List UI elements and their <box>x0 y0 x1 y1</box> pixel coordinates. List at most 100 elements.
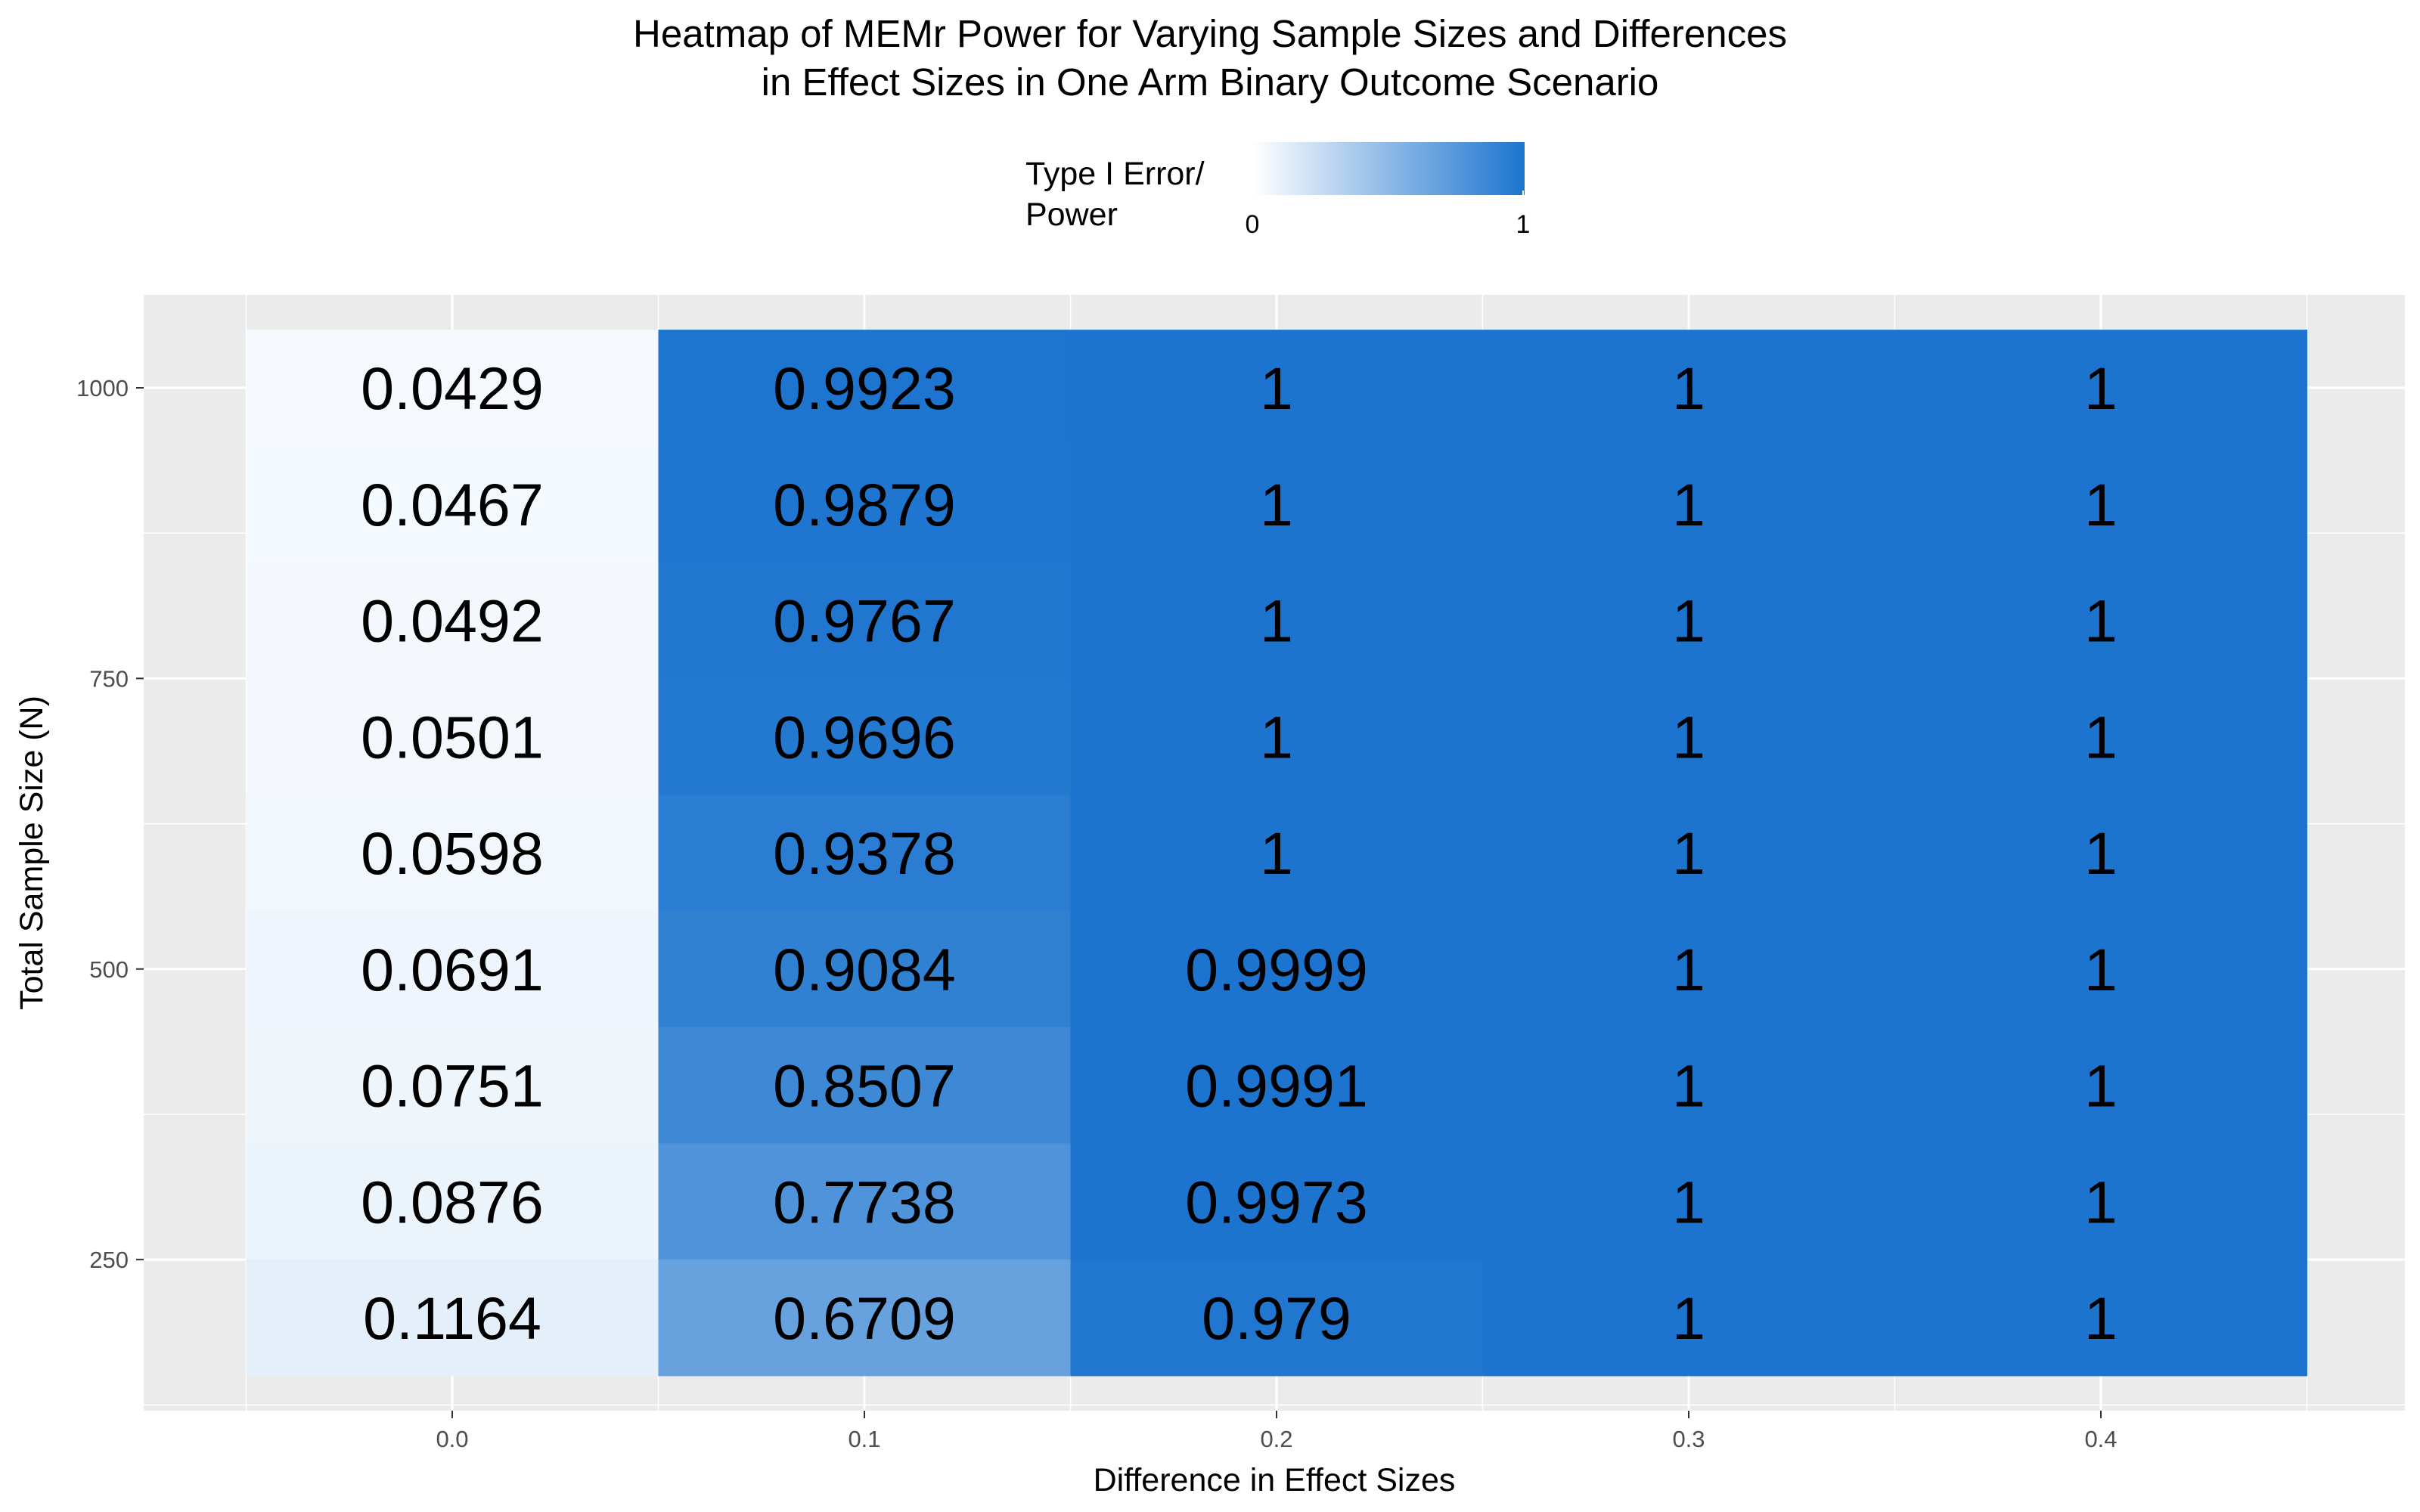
heatmap-cell <box>1070 445 1483 563</box>
x-tick-label: 0.2 <box>1260 1426 1292 1452</box>
heatmap-cell <box>1482 910 1895 1028</box>
x-tick-label: 0.1 <box>848 1426 880 1452</box>
cell-value-label: 1 <box>1260 820 1293 887</box>
cell-value-label: 1 <box>2084 820 2118 887</box>
cell-value-label: 0.0467 <box>361 471 544 538</box>
x-tick-label: 0.0 <box>436 1426 468 1452</box>
heatmap-cell <box>1482 445 1895 563</box>
cell-value-label: 1 <box>2084 1168 2118 1235</box>
heatmap-cell <box>1894 910 2307 1028</box>
heatmap-cell <box>1894 1143 2307 1260</box>
heatmap-cell <box>246 1143 659 1260</box>
cell-value-label: 1 <box>2084 471 2118 538</box>
heatmap-cell <box>1894 330 2307 447</box>
legend-min-label: 0 <box>1246 210 1260 239</box>
heatmap-cells <box>246 330 2307 1377</box>
legend-title-line-1: Type I Error/ <box>1025 156 1205 192</box>
cell-labels: 0.0429 0.0467 0.0492 0.0501 0.0598 0.0691 0.07… <box>361 355 2118 1352</box>
heatmap-cell <box>1070 795 1483 912</box>
heatmap-cell <box>1482 1027 1895 1144</box>
cell-value-label: 0.979 <box>1202 1284 1351 1352</box>
heatmap-cell <box>1894 678 2307 795</box>
heatmap-cell <box>658 562 1071 679</box>
cell-value-label: 0.0876 <box>361 1168 544 1235</box>
x-axis-title: Difference in Effect Sizes <box>1094 1462 1456 1498</box>
color-legend: Type I Error/ Power 0 1 <box>1025 142 1530 239</box>
cell-value-label: 0.0751 <box>361 1052 544 1120</box>
cell-value-label: 1 <box>1260 587 1293 655</box>
heatmap-cell <box>246 910 659 1028</box>
cell-value-label: 1 <box>1672 1052 1705 1120</box>
cell-value-label: 1 <box>2084 1052 2118 1120</box>
y-tick-label: 250 <box>89 1247 129 1273</box>
cell-value-label: 0.9767 <box>773 587 956 655</box>
heatmap-cell <box>1070 562 1483 679</box>
cell-value-label: 0.6709 <box>773 1284 956 1352</box>
cell-value-label: 1 <box>2084 703 2118 770</box>
y-tick-label: 750 <box>89 665 129 692</box>
heatmap-cell <box>1482 1259 1895 1377</box>
heatmap-cell <box>658 1259 1071 1377</box>
y-axis-title: Total Sample Size (N) <box>14 696 50 1010</box>
heatmap-cell <box>1070 1259 1483 1377</box>
cell-value-label: 1 <box>1672 1168 1705 1235</box>
cell-value-label: 0.9696 <box>773 703 956 770</box>
cell-value-label: 0.0492 <box>361 587 544 655</box>
heatmap-cell <box>658 1027 1071 1144</box>
chart-title-line-2: in Effect Sizes in One Arm Binary Outcom… <box>762 60 1659 104</box>
cell-value-label: 0.0598 <box>361 820 544 887</box>
heatmap-cell <box>1070 678 1483 795</box>
cell-value-label: 1 <box>1672 1284 1705 1352</box>
cell-value-label: 0.9991 <box>1185 1052 1368 1120</box>
cell-value-label: 1 <box>1672 471 1705 538</box>
cell-value-label: 1 <box>1672 703 1705 770</box>
legend-max-label: 1 <box>1516 210 1531 239</box>
cell-value-label: 1 <box>1260 471 1293 538</box>
heatmap-cell <box>1894 795 2307 912</box>
cell-value-label: 1 <box>1672 587 1705 655</box>
cell-value-label: 0.8507 <box>773 1052 956 1120</box>
heatmap-cell <box>1894 1027 2307 1144</box>
heatmap-cell <box>1482 562 1895 679</box>
y-tick-label: 500 <box>89 956 129 983</box>
cell-value-label: 0.0691 <box>361 936 544 1003</box>
heatmap-cell <box>658 445 1071 563</box>
x-tick-label: 0.3 <box>1672 1426 1705 1452</box>
cell-value-label: 0.0501 <box>361 703 544 770</box>
cell-value-label: 1 <box>2084 936 2118 1003</box>
heatmap-cell <box>658 795 1071 912</box>
cell-value-label: 1 <box>1260 355 1293 422</box>
cell-value-label: 1 <box>1672 820 1705 887</box>
legend-title-line-2: Power <box>1025 197 1118 233</box>
cell-value-label: 0.9923 <box>773 355 956 422</box>
cell-value-label: 1 <box>1260 703 1293 770</box>
heatmap-cell <box>1070 910 1483 1028</box>
heatmap-cell <box>246 1259 659 1377</box>
chart-title-line-1: Heatmap of MEMr Power for Varying Sample… <box>633 12 1787 55</box>
heatmap-cell <box>1894 445 2307 563</box>
heatmap-cell <box>1070 1143 1483 1260</box>
cell-value-label: 0.7738 <box>773 1168 956 1235</box>
heatmap-cell <box>246 330 659 447</box>
heatmap-cell <box>246 1027 659 1144</box>
cell-value-label: 0.9973 <box>1185 1168 1368 1235</box>
heatmap-cell <box>1482 795 1895 912</box>
cell-value-label: 1 <box>1672 936 1705 1003</box>
heatmap-cell <box>658 330 1071 447</box>
chart-title: Heatmap of MEMr Power for Varying Sample… <box>633 12 1787 104</box>
heatmap-cell <box>1482 678 1895 795</box>
heatmap-cell <box>246 678 659 795</box>
y-tick-label: 1000 <box>76 375 129 401</box>
heatmap-cell <box>1070 330 1483 447</box>
axes: 0.0 0.1 0.2 0.3 0.4 250 500 750 1000 <box>76 375 2118 1452</box>
heatmap-cell <box>1482 330 1895 447</box>
cell-value-label: 0.9084 <box>773 936 956 1003</box>
cell-value-label: 1 <box>2084 587 2118 655</box>
heatmap-cell <box>246 795 659 912</box>
x-tick-label: 0.4 <box>2084 1426 2117 1452</box>
heatmap-cell <box>658 910 1071 1028</box>
heatmap-cell <box>658 1143 1071 1260</box>
heatmap-cell <box>1894 562 2307 679</box>
heatmap-cell <box>1070 1027 1483 1144</box>
